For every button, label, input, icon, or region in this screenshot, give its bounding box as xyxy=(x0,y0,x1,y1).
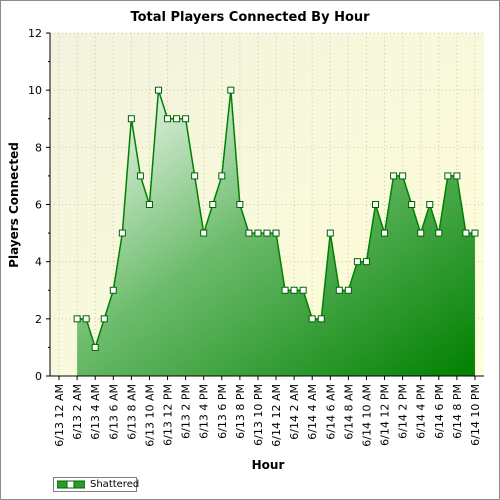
x-axis-title: Hour xyxy=(252,458,285,472)
data-point xyxy=(462,229,470,237)
x-tick-label: 6/13 10 PM xyxy=(252,384,265,446)
data-point xyxy=(408,201,416,208)
y-tick-label: 12 xyxy=(28,27,42,40)
data-point xyxy=(317,315,325,323)
x-tick-label: 6/13 8 AM xyxy=(125,384,138,440)
y-tick-label: 4 xyxy=(35,256,42,269)
y-axis-title: Players Connected xyxy=(7,142,21,268)
x-tick-label: 6/13 12 AM xyxy=(53,384,66,447)
chart-title: Total Players Connected By Hour xyxy=(130,10,370,25)
legend: Shattered xyxy=(53,477,140,492)
y-tick-label: 2 xyxy=(35,313,42,326)
series-area xyxy=(77,90,475,377)
data-point xyxy=(254,229,262,237)
data-point xyxy=(236,201,244,208)
y-tick-label: 8 xyxy=(35,141,42,154)
data-point xyxy=(73,315,81,323)
x-tick-label: 6/14 8 AM xyxy=(342,384,355,440)
y-tick-label: 10 xyxy=(28,84,42,97)
data-point xyxy=(100,315,108,323)
data-point xyxy=(155,86,162,94)
data-point xyxy=(164,115,172,123)
data-point xyxy=(218,172,226,180)
data-point xyxy=(127,115,135,123)
x-tick-label: 6/14 4 AM xyxy=(306,384,319,440)
data-point xyxy=(453,172,461,180)
data-point xyxy=(182,115,190,123)
data-point xyxy=(145,201,153,208)
legend-swatch xyxy=(57,480,85,489)
x-tick-label: 6/13 4 PM xyxy=(198,384,211,439)
data-point xyxy=(435,229,443,237)
data-point xyxy=(335,286,343,294)
x-axis-ticks: 6/13 12 AM 6/13 2 AM 6/13 4 AM 6/13 6 AM 6/1… xyxy=(53,376,482,447)
x-tick-label: 6/14 6 AM xyxy=(324,384,337,440)
x-tick-label: 6/13 6 PM xyxy=(216,384,229,439)
legend-label: Shattered xyxy=(90,479,140,490)
x-tick-label: 6/14 12 AM xyxy=(270,384,283,447)
x-tick-label: 6/13 10 AM xyxy=(143,384,156,447)
data-point xyxy=(372,201,379,208)
x-tick-label: 6/13 2 AM xyxy=(71,384,84,440)
data-point xyxy=(109,286,117,294)
data-point xyxy=(399,172,407,180)
data-point xyxy=(344,286,352,294)
data-point xyxy=(281,286,289,294)
series-points xyxy=(73,86,479,351)
data-point xyxy=(272,229,280,237)
data-point xyxy=(299,286,307,294)
y-tick-label: 0 xyxy=(35,370,42,383)
data-point xyxy=(326,229,334,237)
data-point xyxy=(353,258,361,266)
x-tick-label: 6/14 10 PM xyxy=(469,384,482,446)
data-point xyxy=(308,315,316,323)
data-point xyxy=(444,172,452,180)
data-point xyxy=(417,229,425,237)
data-point xyxy=(362,258,370,266)
data-point xyxy=(245,229,253,237)
data-point xyxy=(227,86,235,94)
data-point xyxy=(191,172,199,180)
data-point xyxy=(263,229,271,237)
data-point xyxy=(381,229,389,237)
data-point xyxy=(91,343,99,351)
x-tick-label: 6/13 6 AM xyxy=(107,384,120,440)
data-point xyxy=(209,201,217,208)
x-tick-label: 6/14 2 PM xyxy=(397,384,410,439)
data-point xyxy=(136,172,144,180)
data-point xyxy=(426,201,434,208)
x-tick-label: 6/13 12 PM xyxy=(162,384,175,446)
data-point xyxy=(82,315,90,323)
x-tick-label: 6/14 8 PM xyxy=(451,384,464,439)
x-tick-label: 6/14 12 PM xyxy=(379,384,392,446)
x-tick-label: 6/14 4 PM xyxy=(415,384,428,439)
data-point xyxy=(471,229,479,237)
data-point xyxy=(173,115,181,123)
data-point xyxy=(200,229,208,237)
data-point xyxy=(290,286,298,294)
y-tick-label: 6 xyxy=(35,199,42,212)
x-tick-label: 6/13 4 AM xyxy=(89,384,102,440)
x-tick-label: 6/13 2 PM xyxy=(180,384,193,439)
data-point xyxy=(390,172,398,180)
x-tick-label: 6/14 2 AM xyxy=(288,384,301,440)
x-tick-label: 6/14 10 AM xyxy=(360,384,373,447)
x-tick-label: 6/13 8 PM xyxy=(234,384,247,439)
data-point xyxy=(118,229,126,237)
y-axis-ticks: 0 2 4 6 8 10 12 xyxy=(28,27,50,383)
x-tick-label: 6/14 6 PM xyxy=(433,384,446,439)
